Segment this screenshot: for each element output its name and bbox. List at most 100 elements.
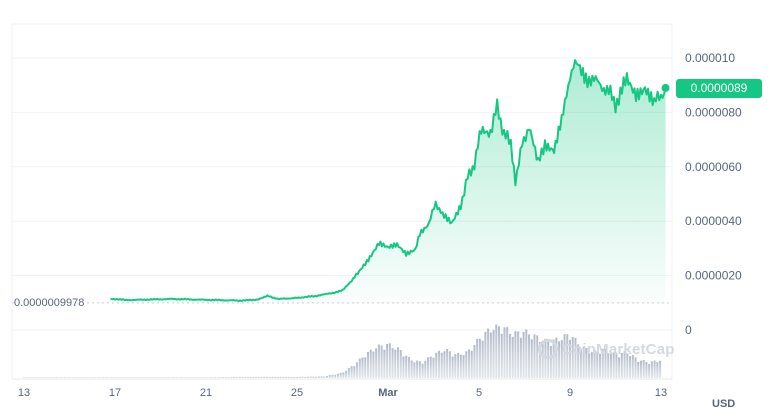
volume-bar	[432, 357, 435, 378]
volume-bar	[173, 377, 176, 378]
volume-bar	[263, 376, 266, 378]
volume-bar	[386, 343, 389, 378]
volume-bar	[394, 349, 397, 378]
volume-bar	[478, 338, 481, 378]
volume-bar	[637, 361, 640, 378]
volume-bar	[645, 362, 648, 378]
volume-bar	[290, 376, 293, 378]
volume-bar	[519, 337, 522, 378]
volume-bar	[588, 353, 591, 378]
volume-bar	[424, 360, 427, 378]
volume-bar	[525, 329, 528, 378]
volume-bar	[656, 362, 659, 378]
volume-bar	[418, 361, 421, 378]
volume-bar	[285, 377, 288, 378]
volume-bar	[356, 362, 359, 378]
volume-bar	[96, 377, 99, 378]
volume-bar	[623, 351, 626, 378]
volume-bar	[268, 376, 271, 378]
volume-bar	[405, 355, 408, 378]
volume-bar	[476, 338, 479, 378]
volume-bar	[50, 377, 53, 379]
volume-bar	[500, 333, 503, 378]
volume-bar	[457, 352, 460, 378]
x-tick-label: 5	[476, 387, 482, 399]
volume-bar	[126, 377, 129, 378]
volume-bar	[446, 348, 449, 378]
volume-bar	[271, 376, 274, 378]
x-tick-label: 13	[655, 387, 667, 399]
volume-bar	[80, 377, 83, 379]
volume-bar	[63, 377, 66, 378]
volume-bar	[514, 331, 517, 378]
volume-bar	[336, 373, 339, 378]
volume-bar	[440, 352, 443, 378]
volume-bar	[140, 377, 143, 378]
volume-bar	[124, 377, 127, 378]
volume-bar	[549, 345, 552, 378]
x-tick-label: 13	[18, 387, 30, 399]
volume-bar	[320, 376, 323, 378]
volume-bar	[137, 377, 140, 379]
volume-bar	[85, 377, 88, 378]
volume-bar	[298, 376, 301, 378]
volume-bar	[495, 324, 498, 378]
volume-bar	[601, 348, 604, 378]
coinmarketcap-logo-icon	[538, 339, 558, 359]
volume-bar	[585, 348, 588, 378]
x-tick-label: 9	[567, 387, 573, 399]
current-price-dot	[661, 83, 670, 92]
volume-bar	[582, 346, 585, 378]
volume-bar	[219, 377, 222, 378]
volume-bar	[74, 377, 77, 378]
volume-bar	[421, 363, 424, 378]
price-line	[110, 59, 667, 302]
x-tick-label: 17	[109, 387, 121, 399]
volume-bar	[178, 377, 181, 379]
volume-bar	[366, 351, 369, 378]
volume-bar	[91, 377, 94, 379]
volume-bar	[287, 376, 290, 378]
volume-bar	[508, 334, 511, 378]
volume-bar	[328, 375, 331, 378]
volume-bar	[465, 351, 468, 378]
volume-bar	[571, 337, 574, 378]
volume-bar	[498, 326, 501, 378]
volume-bar	[238, 377, 241, 378]
volume-bar	[93, 377, 96, 378]
volume-bar	[407, 357, 410, 378]
volume-bar	[552, 339, 555, 378]
volume-bar	[274, 377, 277, 378]
volume-bar	[566, 334, 569, 378]
volume-bar	[579, 349, 582, 378]
volume-bar	[129, 377, 132, 379]
volume-bar	[503, 327, 506, 378]
volume-bar	[315, 376, 318, 378]
volume-bar	[435, 352, 438, 378]
volume-bar	[88, 377, 91, 379]
volume-bar	[301, 376, 304, 378]
volume-bar	[563, 334, 566, 378]
volume-bar	[233, 377, 236, 378]
volume-bar	[61, 377, 64, 379]
volume-bar	[547, 341, 550, 378]
volume-bar	[214, 377, 217, 378]
x-tick-label: Mar	[378, 387, 398, 399]
volume-bar	[629, 356, 632, 378]
x-tick-label: 25	[291, 387, 303, 399]
volume-bar	[487, 328, 490, 378]
volume-bar	[427, 357, 430, 378]
volume-bar	[467, 349, 470, 378]
volume-bar	[375, 348, 378, 378]
current-price-badge: 0.0000089	[676, 79, 762, 98]
volume-bar	[99, 377, 102, 379]
volume-bar	[560, 340, 563, 378]
volume-bar	[156, 377, 159, 379]
volume-bar	[279, 376, 282, 378]
volume-bar	[230, 377, 233, 378]
volume-bar	[569, 339, 571, 378]
volume-bar	[194, 377, 197, 378]
volume-bar	[306, 376, 309, 378]
volume-bar	[448, 351, 451, 378]
volume-bar	[189, 377, 192, 378]
